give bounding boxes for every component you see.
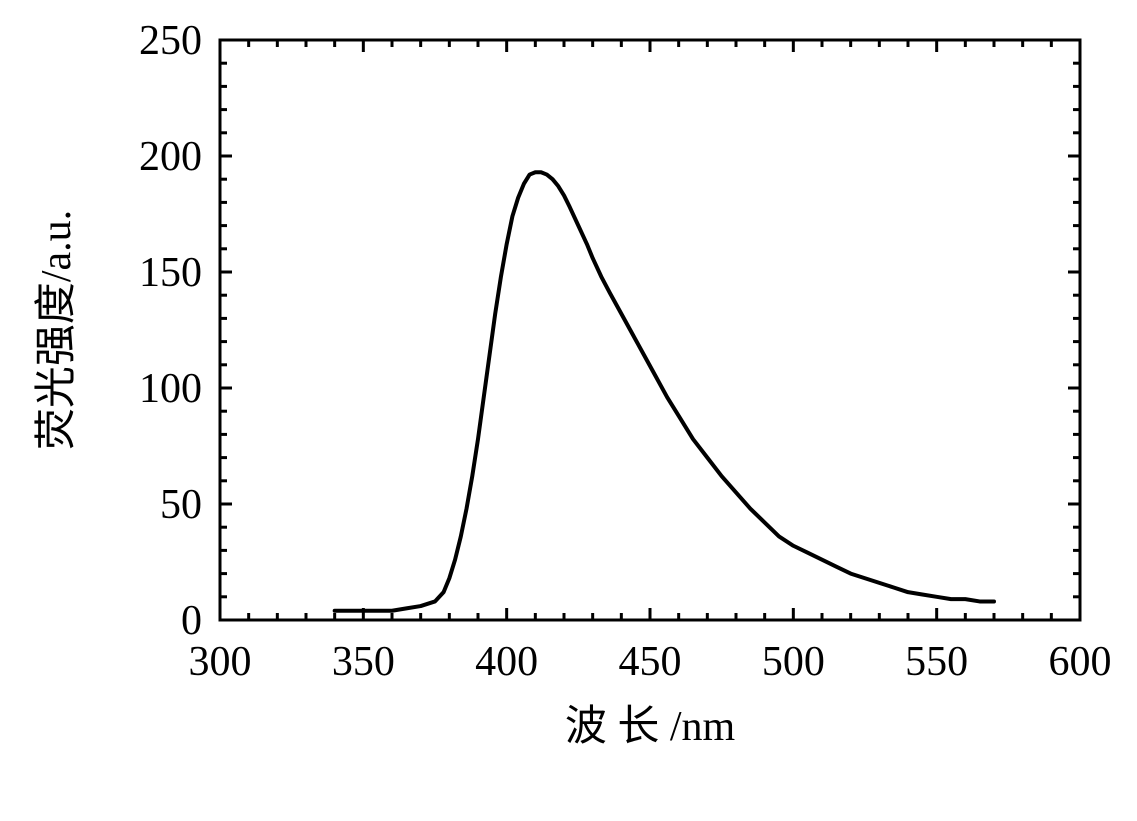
svg-text:600: 600 <box>1049 639 1112 685</box>
svg-text:250: 250 <box>139 18 202 64</box>
svg-text:波 长 /nm: 波 长 /nm <box>565 704 736 750</box>
svg-text:500: 500 <box>762 639 825 685</box>
svg-text:荧光强度/a.u.: 荧光强度/a.u. <box>34 210 80 450</box>
svg-text:50: 50 <box>160 482 202 528</box>
svg-text:200: 200 <box>139 134 202 180</box>
svg-text:350: 350 <box>332 639 395 685</box>
svg-text:300: 300 <box>189 639 252 685</box>
spectrum-chart: 300 350 400 450 500 550 600 0 50 100 150 200 250 波 长 … <box>0 0 1137 821</box>
svg-text:150: 150 <box>139 250 202 296</box>
svg-text:450: 450 <box>619 639 682 685</box>
svg-text:100: 100 <box>139 366 202 412</box>
svg-text:0: 0 <box>181 598 202 644</box>
chart-svg: 300 350 400 450 500 550 600 0 50 100 150 200 250 波 长 … <box>0 0 1137 821</box>
svg-text:550: 550 <box>905 639 968 685</box>
svg-text:400: 400 <box>475 639 538 685</box>
